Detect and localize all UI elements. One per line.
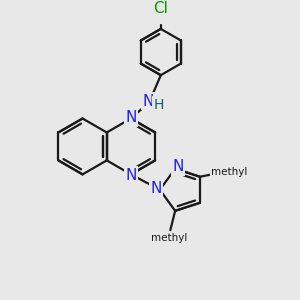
Text: N: N (125, 110, 136, 125)
Text: N: N (142, 94, 154, 109)
Text: methyl: methyl (211, 167, 247, 177)
Text: Cl: Cl (153, 1, 168, 16)
Text: N: N (172, 159, 184, 174)
Text: N: N (150, 181, 162, 196)
Text: N: N (125, 168, 136, 183)
Text: methyl: methyl (151, 233, 188, 243)
Text: H: H (153, 98, 164, 112)
